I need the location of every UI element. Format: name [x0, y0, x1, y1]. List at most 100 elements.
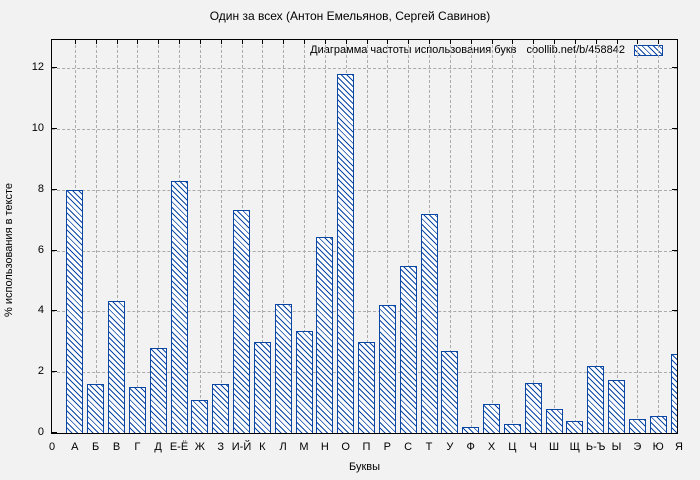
x-tick-label: С	[404, 441, 413, 453]
bar-З	[212, 384, 230, 433]
h-gridline	[52, 311, 677, 312]
x-tick-label: О	[341, 441, 350, 453]
x-tick-label: Э	[633, 441, 642, 453]
y-tick-mark-left	[52, 250, 57, 251]
bar-Я	[670, 354, 677, 433]
bar-Ю	[649, 416, 667, 433]
x-tick-label: Х	[487, 441, 496, 453]
y-tick-label: 12	[31, 61, 44, 73]
x-tick-mark-top	[658, 40, 660, 44]
legend: Диаграмма частоты использования букв coo…	[310, 44, 663, 56]
x-tick-mark-top	[387, 40, 389, 44]
x-tick-mark-top	[554, 40, 555, 44]
x-tick-mark-top	[158, 40, 160, 44]
x-axis-title: Буквы	[348, 461, 381, 473]
y-tick-label: 10	[31, 122, 44, 134]
bar-И-Й	[233, 210, 250, 433]
x-tick-mark-top	[95, 40, 97, 44]
x-tick-mark-top	[616, 40, 618, 44]
plot-area: Диаграмма частоты использования букв coo…	[51, 39, 678, 434]
y-tick-label: 2	[37, 365, 44, 377]
bar-У	[441, 351, 459, 433]
x-tick-label: Г	[134, 441, 141, 453]
x-tick-mark-top	[595, 40, 597, 44]
x-tick-label: К	[259, 441, 266, 453]
x-tick-label: А	[71, 441, 79, 453]
x-tick-mark-top	[241, 40, 243, 44]
v-gridline	[324, 40, 326, 433]
bar-А	[66, 190, 84, 433]
x-tick-label: Ф	[466, 441, 475, 453]
x-tick-mark-top	[470, 40, 472, 44]
hatched-bar-swatch-icon	[634, 44, 663, 56]
v-gridline	[304, 40, 305, 433]
v-gridline	[137, 40, 139, 433]
x-tick-mark-top	[637, 40, 639, 44]
x-tick-label: М	[299, 441, 309, 453]
x-tick-label: Ч	[529, 441, 537, 453]
x-tick-mark-top	[283, 40, 285, 44]
y-tick-mark-right	[672, 128, 677, 129]
x-tick-label: Н	[320, 441, 329, 453]
y-tick-label: 8	[37, 183, 44, 195]
y-tick-mark-left	[52, 67, 57, 68]
x-tick-label: Р	[383, 441, 391, 453]
bar-Ы	[608, 380, 625, 433]
y-tick-mark-right	[672, 189, 677, 190]
bar-Ь-Ъ	[587, 366, 605, 433]
x-tick-label: Ы	[611, 441, 622, 453]
bar-Л	[274, 304, 292, 433]
v-gridline	[387, 40, 389, 433]
v-gridline	[158, 40, 160, 433]
bar-Ч	[524, 383, 542, 433]
x-tick-mark-top	[137, 40, 139, 44]
v-gridline	[408, 40, 410, 433]
v-gridline	[116, 40, 118, 433]
v-gridline	[637, 40, 639, 433]
x-tick-mark-top	[179, 40, 180, 44]
y-tick-mark-right	[672, 250, 677, 251]
x-tick-mark-top	[262, 40, 264, 44]
bar-О	[337, 74, 355, 433]
x-tick-label: Д	[154, 441, 162, 453]
x-tick-label: Ж	[194, 441, 205, 453]
x-tick-label: З	[217, 441, 224, 453]
x-tick-label: Ь-Ъ	[585, 441, 606, 453]
x-tick-mark-top	[304, 40, 305, 44]
x-tick-mark-top	[74, 40, 76, 44]
bar-Ф	[462, 427, 480, 433]
y-tick-mark-left	[52, 310, 57, 311]
bar-М	[295, 331, 313, 433]
x-tick-label: Е-Ё	[169, 441, 189, 453]
x-tick-mark-top	[116, 40, 118, 44]
x-tick-label: Ш	[548, 441, 560, 453]
y-tick-mark-left	[52, 432, 57, 433]
v-gridline	[554, 40, 555, 433]
x-tick-mark-top	[345, 40, 347, 44]
v-gridline	[470, 40, 472, 433]
x-tick-label: В	[112, 441, 121, 453]
chart-title: Один за всех (Антон Емельянов, Сергей Са…	[209, 9, 491, 23]
legend-label: Диаграмма частоты использования букв	[310, 44, 517, 56]
v-gridline	[616, 40, 618, 433]
bar-Ж	[191, 400, 209, 433]
x-tick-mark-top	[533, 40, 535, 44]
x-tick-label: И-Й	[231, 441, 252, 453]
bar-Щ	[566, 421, 584, 433]
h-gridline	[52, 190, 677, 191]
v-gridline	[262, 40, 264, 433]
x-tick-mark-top	[491, 40, 493, 44]
x-tick-label: Я	[675, 441, 683, 453]
bar-Е-Ё	[170, 181, 188, 433]
v-gridline	[574, 40, 576, 433]
y-tick-mark-right	[672, 310, 677, 311]
x-origin-label: 0	[48, 441, 56, 453]
bar-К	[253, 342, 271, 433]
bar-Н	[316, 237, 334, 433]
y-tick-mark-left	[52, 128, 57, 129]
bar-Б	[87, 384, 105, 433]
bar-Х	[483, 404, 500, 433]
x-tick-label: Ю	[652, 441, 664, 453]
x-tick-label: Т	[425, 441, 433, 453]
